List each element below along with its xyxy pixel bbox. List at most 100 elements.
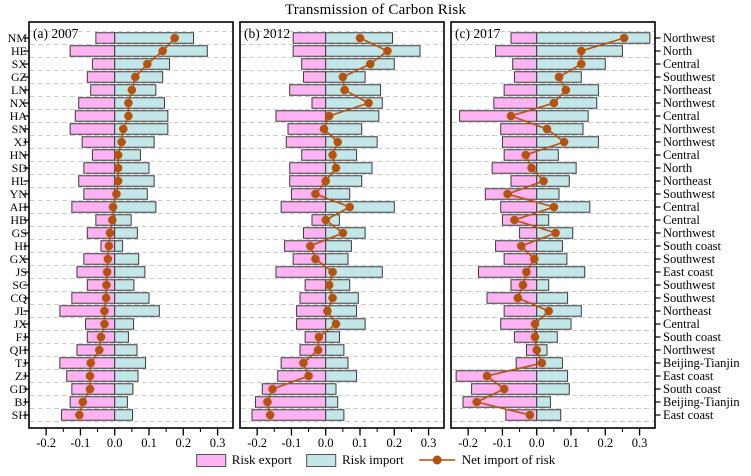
risk-export-bar-SX bbox=[91, 58, 116, 70]
risk-export-bar-GZ bbox=[86, 71, 116, 83]
risk-import-bar-SC bbox=[536, 279, 550, 291]
risk-import-bar-SN bbox=[114, 123, 169, 135]
y-axis-label-GZ: GZ bbox=[11, 69, 27, 84]
risk-export-bar-HB bbox=[501, 214, 538, 226]
net-import-dot-ZJ bbox=[85, 371, 95, 381]
risk-import-bar-CQ bbox=[325, 292, 359, 304]
net-import-dot-HL bbox=[321, 176, 331, 186]
panel-c-2017 bbox=[450, 21, 661, 436]
risk-import-bar-HA bbox=[114, 110, 169, 122]
net-import-dot-SH bbox=[75, 410, 84, 420]
panel-b-2012 bbox=[239, 21, 445, 436]
x-tick-label: 0.3 bbox=[420, 436, 437, 450]
risk-import-bar-QH bbox=[325, 344, 345, 356]
risk-import-bar-JS bbox=[114, 266, 146, 278]
risk-export-bar-JS bbox=[275, 266, 327, 278]
region-label: South coast bbox=[663, 329, 721, 344]
y-axis-label-ZJ: ZJ bbox=[15, 368, 27, 383]
x-tick-label: -0.2 bbox=[458, 436, 479, 450]
risk-import-bar-HA bbox=[536, 110, 589, 122]
risk-import-bar-CQ bbox=[536, 292, 569, 304]
panel-frame bbox=[239, 21, 445, 429]
net-import-dot-HL bbox=[113, 176, 123, 186]
region-label: Northwest bbox=[663, 121, 716, 136]
risk-import-bar-YN bbox=[536, 188, 560, 200]
net-import-dot-JX bbox=[331, 319, 341, 329]
region-label: Central bbox=[663, 212, 700, 227]
legend-item-risk-import: Risk import bbox=[306, 452, 404, 468]
net-import-dot-ZJ bbox=[482, 371, 492, 381]
net-import-dot-GS bbox=[551, 228, 560, 238]
region-label: Southwest bbox=[663, 251, 716, 266]
net-import-dot-TJ bbox=[86, 358, 96, 368]
net-import-dot-GD bbox=[499, 384, 509, 394]
risk-import-bar-TJ bbox=[114, 357, 147, 369]
region-label: Central bbox=[663, 56, 700, 71]
y-axis-label-GD: GD bbox=[9, 381, 27, 396]
line-dot-icon bbox=[418, 455, 455, 465]
risk-import-bar-HI bbox=[536, 240, 563, 252]
y-axis-label-JS: JS bbox=[15, 264, 27, 279]
net-import-dot-AH bbox=[108, 202, 118, 212]
region-label: Northwest bbox=[663, 225, 716, 240]
risk-import-bar-GX bbox=[114, 253, 140, 265]
net-import-dot-AH bbox=[345, 202, 355, 212]
net-import-dot-GZ bbox=[130, 72, 140, 82]
net-import-dot-HL bbox=[539, 176, 548, 186]
x-tick-label: -0.1 bbox=[281, 436, 302, 450]
risk-import-bar-TJ bbox=[536, 357, 563, 369]
net-import-dot-YN bbox=[112, 189, 121, 199]
net-import-dot-CQ bbox=[513, 293, 523, 303]
x-tick-label: 0.2 bbox=[386, 436, 403, 450]
y-axis-label-LN: LN bbox=[11, 82, 27, 97]
risk-export-bar-XJ bbox=[501, 136, 538, 148]
risk-import-bar-HA bbox=[325, 110, 380, 122]
risk-export-swatch-icon bbox=[195, 453, 226, 467]
net-import-dot-XJ bbox=[333, 137, 343, 147]
net-import-dot-GZ bbox=[554, 72, 564, 82]
y-axis-label-HB: HB bbox=[10, 212, 27, 227]
net-import-dot-NM bbox=[619, 33, 629, 43]
net-import-dot-GX bbox=[311, 254, 320, 264]
risk-export-bar-NM bbox=[510, 32, 538, 44]
panel-a-2007 bbox=[23, 21, 234, 436]
net-import-dot-HE bbox=[576, 46, 586, 56]
y-axis-label-JX: JX bbox=[13, 316, 27, 331]
legend-dot bbox=[432, 455, 442, 465]
risk-import-bar-HL bbox=[325, 175, 363, 187]
risk-import-swatch-icon bbox=[306, 453, 337, 467]
risk-import-bar-XJ bbox=[325, 136, 378, 148]
x-tick-label: 0.0 bbox=[317, 436, 334, 450]
region-label: Southwest bbox=[663, 186, 716, 201]
risk-export-bar-HE bbox=[495, 45, 538, 57]
net-import-dot-SD bbox=[527, 163, 536, 173]
y-axis-label-HN: HN bbox=[9, 147, 27, 162]
risk-import-bar-HE bbox=[325, 45, 421, 57]
region-label: Northwest bbox=[663, 134, 716, 149]
risk-import-bar-JS bbox=[536, 266, 586, 278]
net-import-dot-QH bbox=[94, 345, 104, 355]
net-import-dot-GD bbox=[268, 384, 277, 394]
net-import-dot-TJ bbox=[537, 358, 547, 368]
net-import-dot-SC bbox=[518, 280, 528, 290]
region-label: East coast bbox=[663, 264, 714, 279]
net-import-dot-CQ bbox=[101, 293, 111, 303]
net-import-dot-GX bbox=[103, 254, 113, 264]
risk-import-bar-GD bbox=[325, 383, 337, 395]
net-import-dot-BJ bbox=[472, 397, 482, 407]
risk-export-bar-GZ bbox=[513, 71, 538, 83]
x-tick-label: 0.2 bbox=[175, 436, 192, 450]
risk-import-bar-SX bbox=[536, 58, 606, 70]
region-label: Central bbox=[663, 316, 700, 331]
net-import-dot-QH bbox=[532, 345, 542, 355]
risk-export-bar-NX bbox=[311, 97, 327, 109]
net-import-dot-HN bbox=[521, 150, 531, 160]
region-label: North bbox=[663, 160, 693, 175]
region-label: Southwest bbox=[663, 290, 716, 305]
region-label: Northwest bbox=[663, 342, 716, 357]
risk-import-bar-SD bbox=[325, 162, 373, 174]
net-import-dot-HB bbox=[321, 215, 331, 225]
net-import-dot-SN bbox=[118, 124, 128, 134]
risk-export-bar-AH bbox=[71, 201, 116, 213]
risk-import-bar-HN bbox=[536, 149, 559, 161]
